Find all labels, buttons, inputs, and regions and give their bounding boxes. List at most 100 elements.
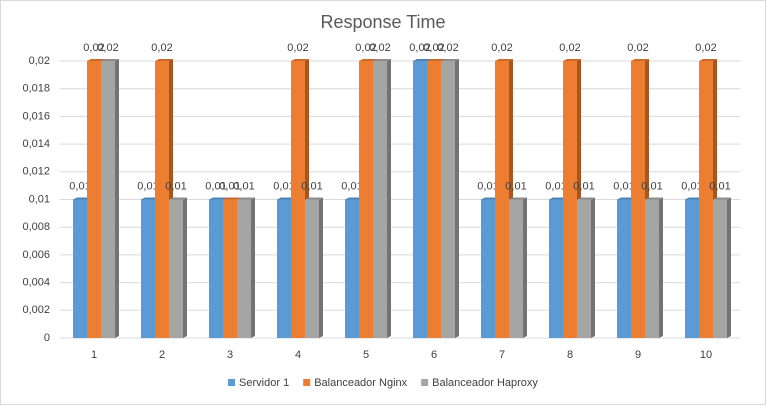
value-label: 0,01 xyxy=(301,180,322,192)
bar-top xyxy=(209,197,227,200)
value-label: 0,02 xyxy=(83,42,104,54)
value-label: 0,02 xyxy=(695,42,716,54)
bar-side xyxy=(591,197,595,338)
y-tick-label: 0,002 xyxy=(22,304,50,316)
bar-top xyxy=(291,59,309,61)
bar-top xyxy=(563,59,581,61)
x-tick-label: 1 xyxy=(91,349,97,361)
y-tick-label: 0 xyxy=(44,332,50,344)
bar-top xyxy=(713,197,731,200)
bar xyxy=(427,61,441,338)
bar-top xyxy=(549,197,567,200)
legend-swatch xyxy=(421,379,429,386)
bar-top xyxy=(305,197,323,200)
y-tick-label: 0,004 xyxy=(22,277,50,289)
bar xyxy=(345,199,359,338)
bar xyxy=(373,61,387,338)
value-label: 0,01 xyxy=(69,180,90,192)
value-label: 0,01 xyxy=(165,180,186,192)
value-label: 0,01 xyxy=(505,180,526,192)
x-tick-label: 7 xyxy=(499,349,505,361)
value-label: 0,01 xyxy=(613,180,634,192)
value-label: 0,01 xyxy=(137,180,158,192)
bar xyxy=(563,61,577,338)
bar-top xyxy=(73,197,91,200)
bar-top xyxy=(373,59,391,61)
bar xyxy=(631,61,645,338)
value-label: 0,01 xyxy=(573,180,594,192)
bar-top xyxy=(481,197,499,200)
bar xyxy=(645,199,659,338)
x-tick-label: 3 xyxy=(227,349,233,361)
value-label: 0,01 xyxy=(273,180,294,192)
legend-swatch xyxy=(303,379,311,386)
bar-side xyxy=(727,197,731,338)
bar xyxy=(509,199,523,338)
bar-side xyxy=(115,59,119,338)
y-tick-label: 0,012 xyxy=(22,166,50,178)
bar xyxy=(209,199,223,338)
bar-top xyxy=(413,59,431,61)
x-tick-label: 8 xyxy=(567,349,573,361)
legend-label: Balanceador Nginx xyxy=(314,377,407,389)
bar xyxy=(617,199,631,338)
bar-side xyxy=(387,59,391,338)
value-label: 0,02 xyxy=(151,42,172,54)
value-label: 0,02 xyxy=(369,42,390,54)
bar-top xyxy=(427,59,445,61)
value-label: 0,01 xyxy=(233,180,254,192)
bar xyxy=(481,199,495,338)
x-tick-label: 2 xyxy=(159,349,165,361)
bar xyxy=(305,199,319,338)
bar-side xyxy=(659,197,663,338)
bar xyxy=(413,61,427,338)
bar-side xyxy=(183,197,187,338)
bar-side xyxy=(319,197,323,338)
bar xyxy=(441,61,455,338)
bar-top xyxy=(645,197,663,200)
bar-top xyxy=(169,197,187,200)
bar xyxy=(73,199,87,338)
bar xyxy=(87,61,101,338)
bar-top xyxy=(509,197,527,200)
y-tick-label: 0,016 xyxy=(22,110,50,122)
bar-side xyxy=(523,197,527,338)
value-label: 0,01 xyxy=(709,180,730,192)
y-tick-label: 0,02 xyxy=(29,55,50,67)
bar-top xyxy=(237,197,255,200)
value-label: 0,01 xyxy=(477,180,498,192)
value-label: 0,02 xyxy=(627,42,648,54)
bar-top xyxy=(223,197,241,200)
value-label: 0,01 xyxy=(219,180,240,192)
value-label: 0,02 xyxy=(355,42,376,54)
bar xyxy=(237,199,251,338)
value-label: 0,02 xyxy=(287,42,308,54)
bar xyxy=(291,61,305,338)
value-label: 0,02 xyxy=(559,42,580,54)
chart-title: Response Time xyxy=(320,12,445,32)
y-tick-label: 0,006 xyxy=(22,249,50,261)
bar xyxy=(577,199,591,338)
bar-top xyxy=(495,59,513,61)
x-tick-label: 10 xyxy=(700,349,712,361)
bar xyxy=(359,61,373,338)
x-tick-label: 4 xyxy=(295,349,301,361)
bar xyxy=(699,61,713,338)
bar-top xyxy=(685,197,703,200)
bar-top xyxy=(699,59,717,61)
bar-top xyxy=(359,59,377,61)
value-label: 0,01 xyxy=(205,180,226,192)
bar xyxy=(169,199,183,338)
bar-top xyxy=(345,197,363,200)
bar-top xyxy=(441,59,459,61)
bar-side xyxy=(251,197,255,338)
bar-top xyxy=(617,197,635,200)
bar xyxy=(495,61,509,338)
bar-top xyxy=(141,197,159,200)
y-tick-label: 0,014 xyxy=(22,138,50,150)
bar xyxy=(685,199,699,338)
bar-side xyxy=(455,59,459,338)
legend-swatch xyxy=(228,379,236,386)
